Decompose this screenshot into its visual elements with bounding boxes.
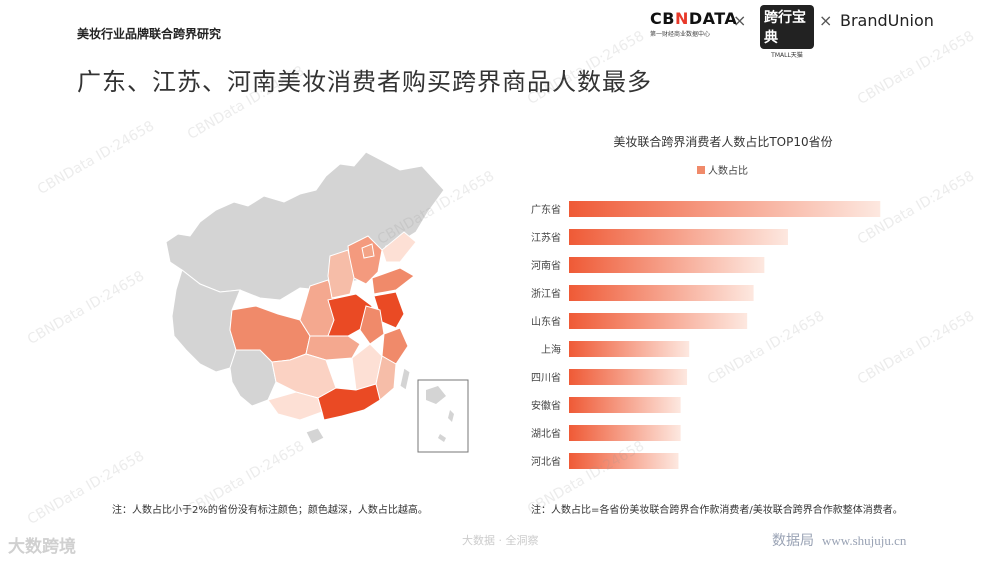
cbndata-sub: 第一财经商业数据中心 bbox=[650, 31, 711, 38]
page-title: 广东、江苏、河南美妆消费者购买跨界商品人数最多 bbox=[77, 68, 652, 96]
report-topic: 美妆行业品牌联合跨界研究 bbox=[77, 27, 222, 41]
footer-source-url: www.shujuju.cn bbox=[822, 533, 907, 548]
province-guangdong bbox=[317, 383, 381, 421]
footer-logo: 大数跨境 bbox=[8, 537, 76, 557]
category-label: 浙江省 bbox=[531, 287, 561, 300]
watermark: CBNData ID:24658 bbox=[854, 28, 978, 108]
legend-label: 人数占比 bbox=[708, 166, 748, 177]
bar bbox=[569, 257, 765, 273]
legend-swatch bbox=[697, 165, 705, 174]
province-beijing bbox=[361, 243, 375, 259]
province-chongqing-hunan bbox=[271, 353, 337, 399]
cbn-accent: N bbox=[674, 9, 689, 28]
footer-source: 数据局 www.shujuju.cn bbox=[772, 530, 906, 550]
tmall-main: 跨行宝典 bbox=[760, 5, 814, 49]
category-label: 湖北省 bbox=[531, 427, 561, 440]
province-hainan bbox=[305, 427, 325, 445]
cbn-prefix: CB bbox=[650, 9, 675, 28]
bar bbox=[569, 369, 688, 385]
category-label: 河南省 bbox=[531, 259, 561, 272]
times-sign: × bbox=[733, 11, 747, 30]
footer-source-brand: 数据局 bbox=[772, 533, 814, 549]
chart-legend: 人数占比 bbox=[697, 162, 748, 177]
tmall-logo: 跨行宝典 TMALL天猫 bbox=[760, 5, 814, 59]
bar bbox=[569, 341, 690, 357]
bar bbox=[569, 201, 881, 217]
bar bbox=[569, 285, 754, 301]
bar bbox=[569, 453, 679, 469]
chart-note: 注：人数占比=各省份美妆联合跨界合作款消费者/美妆联合跨界合作款整体消费者。 bbox=[531, 505, 903, 516]
province-shandong bbox=[371, 267, 415, 295]
category-label: 江苏省 bbox=[531, 231, 561, 244]
bar bbox=[569, 425, 681, 441]
province-zhejiang bbox=[381, 327, 409, 365]
south-sea-islands bbox=[426, 386, 454, 442]
bar bbox=[569, 229, 788, 245]
province-liaoning bbox=[381, 231, 417, 263]
tmall-sub: TMALL天猫 bbox=[771, 52, 803, 59]
category-label: 四川省 bbox=[531, 371, 561, 384]
bar bbox=[569, 397, 681, 413]
category-label: 河北省 bbox=[531, 455, 561, 468]
category-label: 山东省 bbox=[531, 315, 561, 328]
chart-title: 美妆联合跨界消费者人数占比TOP10省份 bbox=[613, 135, 833, 149]
category-label: 上海 bbox=[541, 343, 561, 356]
times-sign: × bbox=[819, 11, 833, 30]
category-label: 安徽省 bbox=[531, 399, 561, 412]
cbn-suffix: DATA bbox=[688, 9, 738, 28]
brandunion-logo: BrandUnion bbox=[840, 11, 934, 30]
province-shanxi bbox=[327, 249, 355, 299]
map-note: 注：人数占比小于2%的省份没有标注颜色；颜色越深，人数占比越高。 bbox=[112, 505, 428, 516]
watermark: CBNData ID:24658 bbox=[24, 268, 148, 348]
province-anhui bbox=[359, 305, 385, 345]
province-taiwan bbox=[399, 367, 411, 391]
china-map bbox=[160, 150, 480, 460]
china-map-svg bbox=[165, 151, 469, 453]
cbndata-logo: CBNDATA 第一财经商业数据中心 bbox=[650, 9, 737, 38]
watermark: CBNData ID:24658 bbox=[34, 118, 158, 198]
partner-logos: CBNDATA 第一财经商业数据中心 × 跨行宝典 TMALL天猫 × Bran… bbox=[650, 5, 990, 59]
category-label: 广东省 bbox=[531, 203, 561, 216]
footer-slogan: 大数据 · 全洞察 bbox=[462, 534, 539, 547]
bar bbox=[569, 313, 748, 329]
